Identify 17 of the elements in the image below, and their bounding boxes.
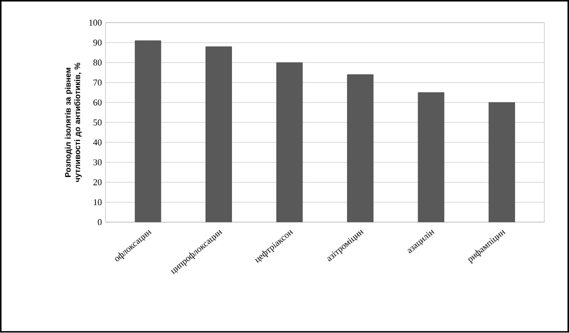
y-tick-label: 0 xyxy=(98,219,102,226)
y-tick-label: 10 xyxy=(94,199,102,206)
bar xyxy=(488,102,516,222)
y-tick-label: 50 xyxy=(94,120,102,126)
y-tick-label: 60 xyxy=(93,100,102,106)
bar xyxy=(418,92,444,222)
y-tick-label: 20 xyxy=(93,179,102,186)
bar xyxy=(276,62,303,222)
y-tick-label: 70 xyxy=(94,80,102,86)
bar xyxy=(134,40,162,222)
y-tick-label: 40 xyxy=(93,140,102,146)
bar xyxy=(347,74,374,222)
y-tick-label: 100 xyxy=(89,20,102,26)
y-tick-label: 30 xyxy=(93,159,102,166)
y-tick-label: 90 xyxy=(93,40,102,46)
y-tick-label: 80 xyxy=(93,60,102,66)
bar xyxy=(206,46,232,222)
